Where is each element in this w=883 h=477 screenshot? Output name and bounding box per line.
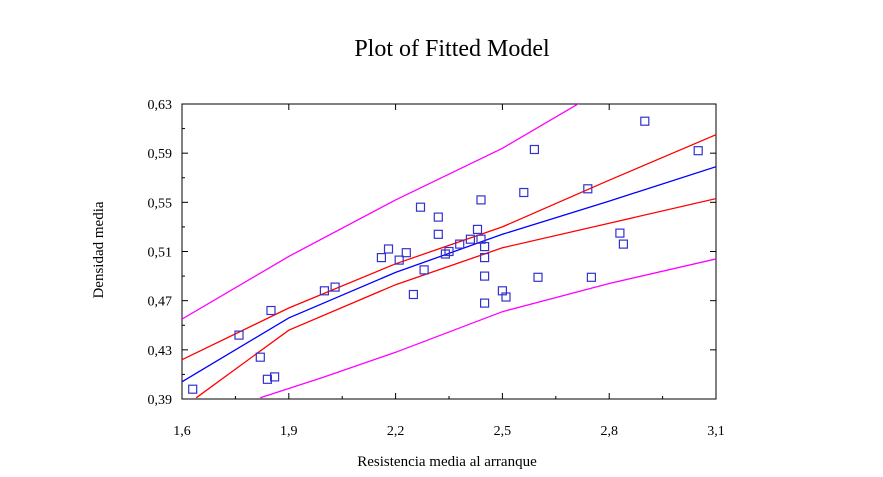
y-tick-label: 0,43 <box>148 344 173 359</box>
prediction-lower-line <box>260 258 716 399</box>
data-point <box>401 248 411 258</box>
data-point <box>640 116 650 126</box>
x-tick-label: 3,1 <box>707 424 725 439</box>
data-point <box>262 374 272 384</box>
x-tick-label: 2,8 <box>600 424 618 439</box>
data-point <box>529 144 540 155</box>
y-tick-label: 0,47 <box>148 295 173 310</box>
data-point <box>266 305 276 316</box>
data-point <box>188 384 198 394</box>
data-point <box>586 272 597 282</box>
data-point <box>533 272 543 282</box>
confidence-upper-line <box>182 134 716 361</box>
x-tick-label: 2,5 <box>494 424 512 439</box>
data-point <box>383 244 394 254</box>
y-tick-label: 0,59 <box>148 147 173 162</box>
y-axis-label: Densidad media <box>91 201 107 298</box>
x-tick-label: 1,6 <box>173 424 191 439</box>
data-point <box>419 265 429 275</box>
data-point <box>433 229 443 239</box>
data-point <box>234 330 244 340</box>
data-point <box>501 292 511 302</box>
data-point <box>255 352 265 362</box>
data-point <box>376 253 386 263</box>
x-tick-label: 2,2 <box>387 424 405 439</box>
y-tick-label: 0,63 <box>148 98 173 113</box>
data-point <box>480 253 490 263</box>
data-point <box>433 212 443 222</box>
axes: 1,6 1,9 2,2 2,5 2,8 3,1 0,39 0,43 0,47 0,51 0,55 0,… <box>148 98 725 439</box>
data-point <box>480 271 490 281</box>
data-point <box>270 372 280 382</box>
y-tick-label: 0,39 <box>148 393 173 408</box>
data-point <box>583 184 593 194</box>
y-tick-label: 0,55 <box>148 196 173 211</box>
data-point <box>465 234 475 244</box>
curves <box>182 104 716 399</box>
data-point <box>330 282 340 292</box>
y-tick-label: 0,51 <box>148 246 173 261</box>
chart-title: Plot of Fitted Model <box>354 36 550 62</box>
data-point <box>472 224 483 234</box>
data-point <box>444 246 454 257</box>
x-axis-label: Resistencia media al arranque <box>357 454 537 470</box>
confidence-lower-line <box>195 197 716 399</box>
data-point <box>618 239 629 249</box>
x-tick-label: 1,9 <box>280 424 298 439</box>
data-point <box>415 202 426 212</box>
data-point <box>455 239 465 249</box>
data-point <box>519 187 529 198</box>
data-point <box>615 228 625 238</box>
prediction-upper-line <box>182 104 580 320</box>
data-point <box>408 289 418 300</box>
data-point <box>693 146 703 156</box>
data-points <box>188 116 703 394</box>
data-point <box>319 286 329 296</box>
data-point <box>480 298 490 308</box>
data-point <box>394 255 404 265</box>
data-point <box>480 242 490 252</box>
data-point <box>476 195 486 205</box>
